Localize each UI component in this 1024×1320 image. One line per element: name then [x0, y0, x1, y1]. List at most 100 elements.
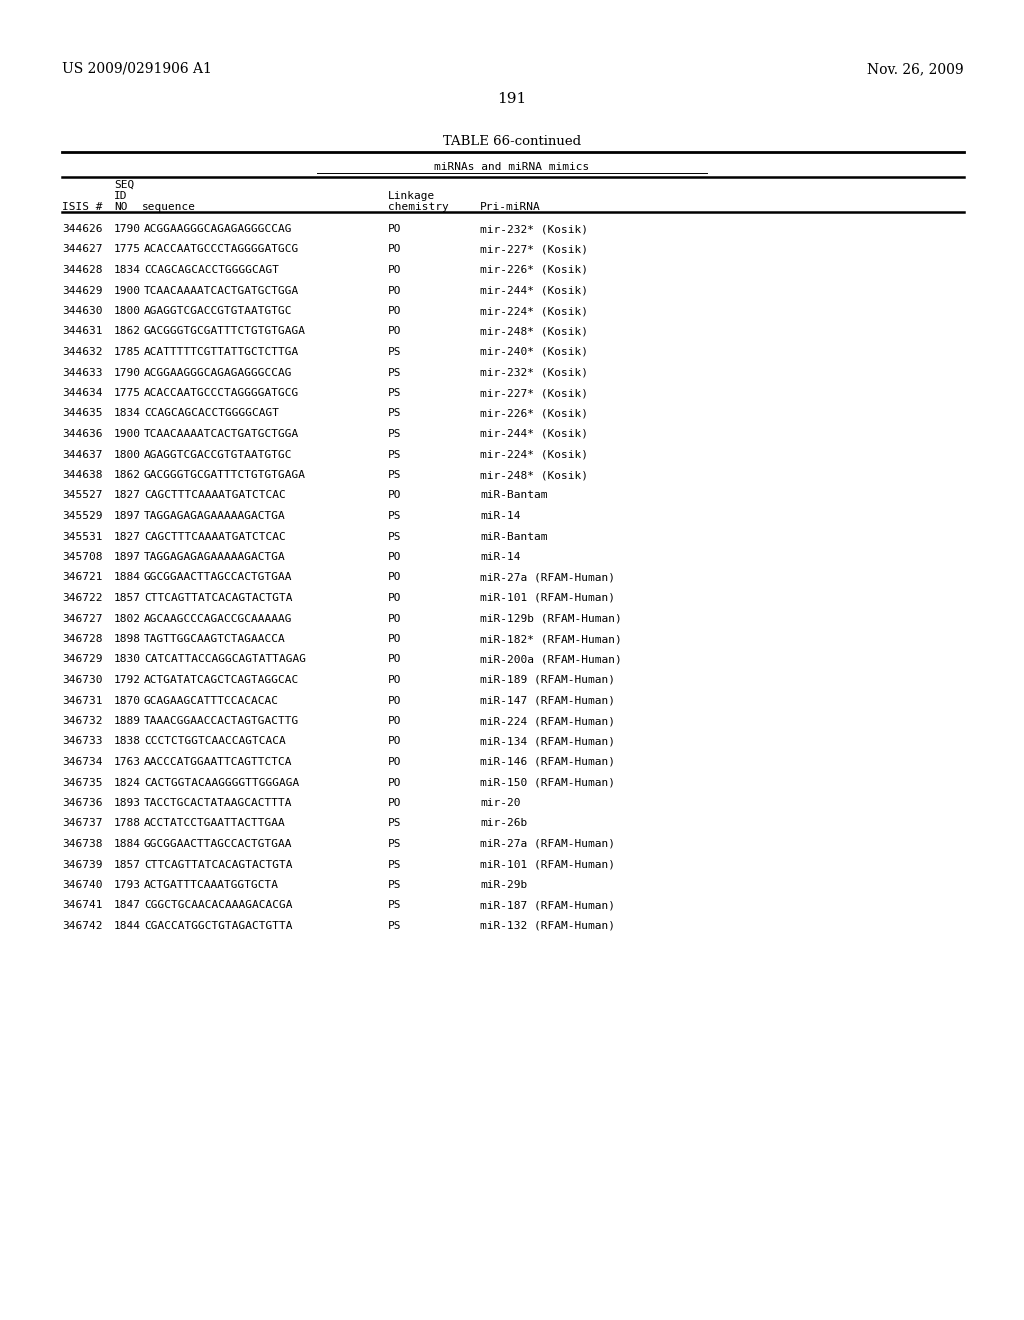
Text: CTTCAGTTATCACAGTACTGTA: CTTCAGTTATCACAGTACTGTA: [144, 859, 293, 870]
Text: CAGCTTTCAAAATGATCTCAC: CAGCTTTCAAAATGATCTCAC: [144, 532, 286, 541]
Text: miR-187 (RFAM-Human): miR-187 (RFAM-Human): [480, 900, 615, 911]
Text: 1827: 1827: [114, 491, 141, 500]
Text: miR-14: miR-14: [480, 511, 520, 521]
Text: PS: PS: [388, 429, 401, 440]
Text: AGCAAGCCCAGACCGCAAAAAG: AGCAAGCCCAGACCGCAAAAAG: [144, 614, 293, 623]
Text: PO: PO: [388, 326, 401, 337]
Text: 1790: 1790: [114, 367, 141, 378]
Text: CACTGGTACAAGGGGTTGGGAGA: CACTGGTACAAGGGGTTGGGAGA: [144, 777, 299, 788]
Text: 345531: 345531: [62, 532, 102, 541]
Text: GGCGGAACTTAGCCACTGTGAA: GGCGGAACTTAGCCACTGTGAA: [144, 840, 293, 849]
Text: 346733: 346733: [62, 737, 102, 747]
Text: PO: PO: [388, 552, 401, 562]
Text: 1830: 1830: [114, 655, 141, 664]
Text: CCAGCAGCACCTGGGGCAGT: CCAGCAGCACCTGGGGCAGT: [144, 408, 279, 418]
Text: 344633: 344633: [62, 367, 102, 378]
Text: TACCTGCACTATAAGCACTTTA: TACCTGCACTATAAGCACTTTA: [144, 799, 293, 808]
Text: mir-226* (Kosik): mir-226* (Kosik): [480, 408, 588, 418]
Text: 346731: 346731: [62, 696, 102, 705]
Text: miR-182* (RFAM-Human): miR-182* (RFAM-Human): [480, 634, 622, 644]
Text: GGCGGAACTTAGCCACTGTGAA: GGCGGAACTTAGCCACTGTGAA: [144, 573, 293, 582]
Text: TAGGAGAGAGAAAAAGACTGA: TAGGAGAGAGAAAAAGACTGA: [144, 552, 286, 562]
Text: 344632: 344632: [62, 347, 102, 356]
Text: 1893: 1893: [114, 799, 141, 808]
Text: TCAACAAAATCACTGATGCTGGA: TCAACAAAATCACTGATGCTGGA: [144, 429, 299, 440]
Text: AACCCATGGAATTCAGTTCTCA: AACCCATGGAATTCAGTTCTCA: [144, 756, 293, 767]
Text: ACGGAAGGGCAGAGAGGGCCAG: ACGGAAGGGCAGAGAGGGCCAG: [144, 367, 293, 378]
Text: 1862: 1862: [114, 470, 141, 480]
Text: 1775: 1775: [114, 244, 141, 255]
Text: 1792: 1792: [114, 675, 141, 685]
Text: 1897: 1897: [114, 511, 141, 521]
Text: 344629: 344629: [62, 285, 102, 296]
Text: CAGCTTTCAAAATGATCTCAC: CAGCTTTCAAAATGATCTCAC: [144, 491, 286, 500]
Text: miR-27a (RFAM-Human): miR-27a (RFAM-Human): [480, 840, 615, 849]
Text: 1763: 1763: [114, 756, 141, 767]
Text: mir-232* (Kosik): mir-232* (Kosik): [480, 224, 588, 234]
Text: Pri-miRNA: Pri-miRNA: [480, 202, 541, 213]
Text: mir-226* (Kosik): mir-226* (Kosik): [480, 265, 588, 275]
Text: PS: PS: [388, 921, 401, 931]
Text: CGGCTGCAACACAAAGACACGA: CGGCTGCAACACAAAGACACGA: [144, 900, 293, 911]
Text: TABLE 66-continued: TABLE 66-continued: [443, 135, 581, 148]
Text: PS: PS: [388, 840, 401, 849]
Text: 346741: 346741: [62, 900, 102, 911]
Text: 1802: 1802: [114, 614, 141, 623]
Text: miRNAs and miRNA mimics: miRNAs and miRNA mimics: [434, 162, 590, 172]
Text: PO: PO: [388, 224, 401, 234]
Text: mir-224* (Kosik): mir-224* (Kosik): [480, 450, 588, 459]
Text: PO: PO: [388, 799, 401, 808]
Text: 344637: 344637: [62, 450, 102, 459]
Text: PO: PO: [388, 265, 401, 275]
Text: PS: PS: [388, 511, 401, 521]
Text: 1857: 1857: [114, 859, 141, 870]
Text: 346737: 346737: [62, 818, 102, 829]
Text: PS: PS: [388, 367, 401, 378]
Text: GACGGGTGCGATTTCTGTGTGAGA: GACGGGTGCGATTTCTGTGTGAGA: [144, 326, 306, 337]
Text: mir-227* (Kosik): mir-227* (Kosik): [480, 244, 588, 255]
Text: Linkage: Linkage: [388, 191, 435, 201]
Text: mir-244* (Kosik): mir-244* (Kosik): [480, 429, 588, 440]
Text: PS: PS: [388, 818, 401, 829]
Text: 1884: 1884: [114, 840, 141, 849]
Text: 1824: 1824: [114, 777, 141, 788]
Text: PS: PS: [388, 532, 401, 541]
Text: PS: PS: [388, 900, 401, 911]
Text: ACTGATTTCAAATGGTGCTA: ACTGATTTCAAATGGTGCTA: [144, 880, 279, 890]
Text: PO: PO: [388, 715, 401, 726]
Text: PO: PO: [388, 737, 401, 747]
Text: mir-227* (Kosik): mir-227* (Kosik): [480, 388, 588, 399]
Text: 346740: 346740: [62, 880, 102, 890]
Text: US 2009/0291906 A1: US 2009/0291906 A1: [62, 62, 212, 77]
Text: 346727: 346727: [62, 614, 102, 623]
Text: 1897: 1897: [114, 552, 141, 562]
Text: 1775: 1775: [114, 388, 141, 399]
Text: miR-27a (RFAM-Human): miR-27a (RFAM-Human): [480, 573, 615, 582]
Text: 1844: 1844: [114, 921, 141, 931]
Text: mir-244* (Kosik): mir-244* (Kosik): [480, 285, 588, 296]
Text: ACACCAATGCCCTAGGGGATGCG: ACACCAATGCCCTAGGGGATGCG: [144, 388, 299, 399]
Text: PO: PO: [388, 491, 401, 500]
Text: 346721: 346721: [62, 573, 102, 582]
Text: 346734: 346734: [62, 756, 102, 767]
Text: ACACCAATGCCCTAGGGGATGCG: ACACCAATGCCCTAGGGGATGCG: [144, 244, 299, 255]
Text: AGAGGTCGACCGTGTAATGTGC: AGAGGTCGACCGTGTAATGTGC: [144, 450, 293, 459]
Text: 344634: 344634: [62, 388, 102, 399]
Text: mir-240* (Kosik): mir-240* (Kosik): [480, 347, 588, 356]
Text: 346732: 346732: [62, 715, 102, 726]
Text: 344635: 344635: [62, 408, 102, 418]
Text: PS: PS: [388, 347, 401, 356]
Text: 1834: 1834: [114, 265, 141, 275]
Text: 344636: 344636: [62, 429, 102, 440]
Text: 346730: 346730: [62, 675, 102, 685]
Text: miR-101 (RFAM-Human): miR-101 (RFAM-Human): [480, 859, 615, 870]
Text: TAGTTGGCAAGTCTAGAACCA: TAGTTGGCAAGTCTAGAACCA: [144, 634, 286, 644]
Text: 346736: 346736: [62, 799, 102, 808]
Text: 1857: 1857: [114, 593, 141, 603]
Text: GACGGGTGCGATTTCTGTGTGAGA: GACGGGTGCGATTTCTGTGTGAGA: [144, 470, 306, 480]
Text: ACGGAAGGGCAGAGAGGGCCAG: ACGGAAGGGCAGAGAGGGCCAG: [144, 224, 293, 234]
Text: GCAGAAGCATTTCCACACAC: GCAGAAGCATTTCCACACAC: [144, 696, 279, 705]
Text: 1793: 1793: [114, 880, 141, 890]
Text: ACCTATCCTGAATTACTTGAA: ACCTATCCTGAATTACTTGAA: [144, 818, 286, 829]
Text: PO: PO: [388, 573, 401, 582]
